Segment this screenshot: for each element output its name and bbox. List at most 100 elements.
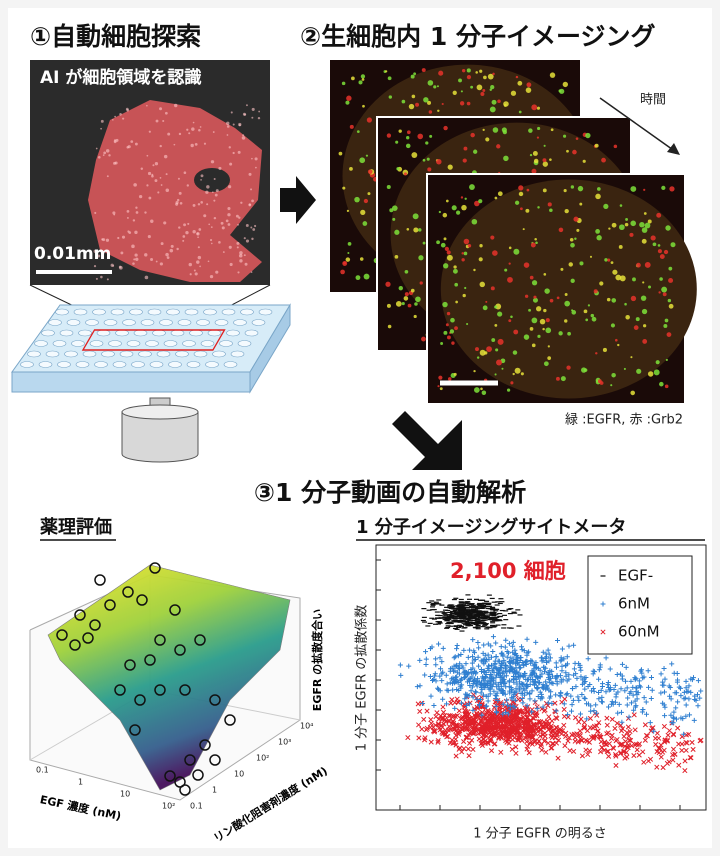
spot (569, 262, 573, 266)
spot (573, 217, 578, 222)
spot (634, 325, 639, 330)
texture-dot (229, 163, 232, 166)
spot (427, 167, 431, 171)
spot (448, 377, 451, 380)
spot (420, 281, 423, 284)
spot (388, 76, 392, 80)
spot (666, 359, 668, 361)
spot (619, 224, 625, 230)
spot (470, 86, 473, 89)
spot (513, 330, 518, 335)
spot (404, 172, 407, 175)
spot (603, 204, 608, 209)
spot (601, 158, 606, 163)
texture-dot (94, 212, 96, 214)
spot (571, 185, 574, 188)
spot (636, 317, 640, 321)
spot (509, 247, 512, 250)
spot (556, 377, 560, 381)
spot (607, 298, 611, 302)
x-axis-label: 1 分子 EGFR の明るさ (473, 827, 606, 842)
spot (543, 188, 547, 192)
spot (624, 303, 627, 306)
spot (461, 258, 464, 261)
spot (595, 194, 601, 200)
texture-dot (215, 194, 218, 197)
spot (479, 70, 482, 73)
texture-dot (211, 226, 213, 228)
subsection-title: 薬理評価 (40, 516, 112, 538)
texture-dot (214, 217, 216, 219)
spot (558, 331, 562, 335)
well (238, 341, 251, 347)
spot (346, 257, 350, 261)
x-tick-label: 1 (78, 778, 83, 787)
spot (438, 71, 443, 76)
texture-dot (179, 133, 181, 135)
texture-dot (131, 245, 135, 249)
y-tick-label: 0.1 (190, 802, 203, 811)
spot (350, 125, 354, 129)
texture-dot (139, 195, 142, 198)
spot (639, 222, 644, 227)
well (171, 330, 184, 336)
spot (658, 244, 661, 247)
texture-dot (103, 152, 106, 155)
texture-dot (149, 131, 151, 133)
texture-dot (211, 160, 214, 163)
spot (389, 208, 393, 212)
z-axis-label: EGFR の拡散度合い (310, 609, 324, 711)
spot (475, 347, 479, 351)
spot (534, 238, 537, 241)
spot (603, 348, 607, 352)
texture-dot (141, 168, 143, 170)
spot (450, 318, 455, 323)
spot (642, 339, 647, 344)
spot (585, 319, 588, 322)
spot (456, 210, 460, 214)
spot (659, 382, 664, 387)
spot (405, 292, 409, 296)
well (28, 351, 41, 357)
spot (571, 310, 576, 315)
spot (415, 103, 419, 107)
texture-dot (187, 184, 189, 186)
texture-dot (236, 242, 239, 245)
well (97, 330, 110, 336)
spot (598, 379, 602, 383)
spot (528, 128, 532, 132)
spot (387, 133, 391, 137)
section-title: ①自動細胞探索 (30, 22, 201, 51)
texture-dot (197, 236, 199, 238)
texture-dot (134, 253, 137, 256)
spot (405, 270, 409, 274)
spot (411, 289, 415, 293)
spot (414, 302, 418, 306)
spot (483, 305, 488, 310)
texture-dot (120, 251, 123, 254)
spot (482, 390, 487, 395)
well (79, 330, 92, 336)
texture-dot (96, 278, 98, 280)
spot (423, 159, 426, 162)
y-tick-label: 10² (256, 754, 269, 763)
texture-dot (156, 120, 159, 123)
texture-dot (218, 167, 221, 170)
spot (642, 239, 647, 244)
spot (389, 95, 392, 98)
texture-dot (226, 219, 229, 222)
cell-hole (194, 168, 230, 192)
x-tick-label: 10 (120, 790, 130, 799)
texture-dot (184, 171, 187, 174)
spot (492, 100, 497, 105)
well (141, 320, 154, 326)
spot (525, 209, 529, 213)
texture-dot (166, 188, 170, 192)
spot (396, 167, 399, 170)
texture-dot (167, 133, 170, 136)
texture-dot (251, 158, 253, 160)
texture-dot (163, 221, 166, 224)
spot (464, 239, 470, 245)
texture-dot (157, 191, 159, 193)
spot (537, 206, 539, 208)
